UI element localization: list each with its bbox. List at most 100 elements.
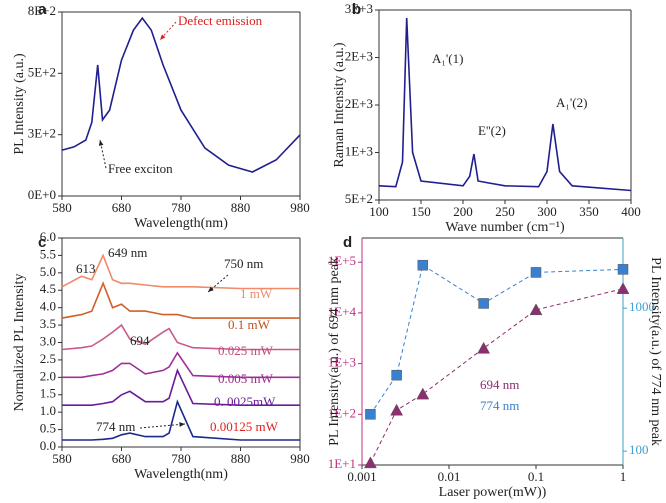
x-tick-label: 980: [290, 200, 310, 215]
x-tick-label: 580: [52, 451, 72, 466]
spectrum-line: [62, 399, 300, 441]
y-tick-label: 1E+3: [345, 143, 373, 158]
spectrum-line: [61, 281, 300, 319]
trend-line: [369, 288, 624, 464]
arrow-head: [208, 286, 214, 292]
annotation: 750 nm: [224, 256, 263, 271]
x-tick-label: 100: [369, 204, 389, 219]
series-label: 0.1 mW: [228, 317, 271, 332]
y-tick-label: 1E+3: [328, 355, 356, 370]
y-tick-label: 1.5: [40, 386, 56, 401]
x-tick-label: 250: [495, 204, 515, 219]
x-tick-label: 350: [579, 204, 599, 219]
y-tick-label: 1E+1: [328, 456, 356, 471]
x-tick-label: 880: [231, 451, 251, 466]
y-tick-label: 3.0: [40, 333, 56, 348]
series-label: 0.005 mW: [218, 371, 274, 386]
x-tick-label: 980: [290, 451, 310, 466]
series-label: 694 nm: [480, 377, 519, 392]
square-marker: [365, 409, 376, 420]
square-marker: [530, 267, 542, 278]
series-label: 774 nm: [480, 398, 519, 413]
y-tick-label: 1E+4: [328, 304, 357, 319]
annotation: 774 nm: [96, 419, 135, 434]
y-tick-label: 4.5: [40, 281, 56, 296]
x-axis-label: Wave number (cm⁻¹): [445, 220, 565, 235]
y-tick-label: 2E+3: [345, 96, 373, 111]
spectrum-line: [61, 253, 300, 290]
square-marker: [617, 264, 629, 275]
y-tick-label: 3E+2: [28, 126, 56, 141]
x-axis-label: Wavelength(nm): [134, 216, 228, 231]
y-tick-label: 2.0: [40, 368, 56, 383]
triangle-marker: [390, 403, 404, 416]
panel-label: a: [38, 1, 47, 18]
x-tick-label: 300: [537, 204, 557, 219]
y-tick-label: 1.0: [40, 403, 56, 418]
spectrum-line: [62, 368, 300, 406]
annotation: E''(2): [478, 123, 506, 138]
annotation-arrow: [139, 423, 186, 429]
x-tick-label: 400: [621, 204, 641, 219]
spectrum-line: [378, 17, 632, 192]
triangle-marker: [529, 303, 543, 316]
panel-label: c: [38, 234, 46, 251]
series-label: 0. 0025mW: [214, 394, 276, 409]
y-tick-label: 2.5: [40, 351, 56, 366]
y2-tick-label: 100: [629, 442, 649, 457]
y2-axis-label: PL Intensity(a.u.) of 774 nm peak: [648, 257, 663, 446]
y-tick-label: 6.0: [40, 229, 56, 244]
annotation: Defect emission: [178, 13, 263, 28]
annotation: 694: [130, 333, 150, 348]
y-axis-label: PL Intensity (a.u.): [12, 53, 27, 155]
x-axis-label: Wavelength(nm): [134, 467, 228, 482]
square-marker: [478, 298, 489, 309]
x-tick-label: 1: [620, 469, 627, 484]
annotation: A₁'(1): [432, 51, 463, 66]
x-tick-label: 0.01: [438, 469, 461, 484]
y-tick-label: 4.0: [40, 299, 56, 314]
series-label: 1 mW: [240, 286, 273, 301]
y-tick-label: 5E+2: [345, 191, 373, 206]
annotation: 613: [76, 261, 96, 276]
x-tick-label: 780: [171, 451, 191, 466]
y-tick-label: 5.5: [40, 246, 56, 261]
y-tick-label: 5.0: [40, 264, 56, 279]
x-axis-label: Laser power(mW)): [439, 485, 547, 500]
y-tick-label: 1E+5: [328, 253, 356, 268]
y-axis-label: PL Intensity(a.u.) of 694 nm peak: [327, 257, 342, 446]
x-tick-label: 780: [171, 200, 191, 215]
spectrum-line: [62, 351, 300, 379]
square-marker: [417, 259, 429, 271]
panel-label: b: [352, 1, 361, 18]
x-tick-label: 680: [112, 451, 132, 466]
y-tick-label: 2E+3: [345, 48, 373, 63]
x-tick-label: 0.1: [528, 469, 544, 484]
triangle-marker: [364, 456, 377, 469]
triangle-marker: [416, 387, 430, 400]
y-tick-label: 1E+2: [328, 405, 356, 420]
y-tick-label: 0.5: [40, 421, 56, 436]
y-axis-label: Normalized PL Intensity: [12, 274, 27, 412]
arrow-head: [179, 422, 185, 427]
triangle-marker: [477, 341, 491, 354]
series-label: 0.00125 mW: [210, 419, 279, 434]
x-tick-label: 0.001: [347, 469, 376, 484]
annotation: A₁'(2): [556, 95, 587, 110]
trend-line: [369, 264, 624, 415]
spectrum-line: [61, 323, 300, 351]
annotation-arrow: [99, 139, 107, 169]
y-tick-label: 3.5: [40, 316, 56, 331]
annotation: 649 nm: [108, 245, 147, 260]
arrow-head: [160, 34, 166, 40]
x-tick-label: 150: [411, 204, 431, 219]
square-marker: [391, 369, 402, 381]
x-tick-label: 580: [52, 200, 72, 215]
spectrum-line: [61, 16, 301, 173]
y-tick-label: 3E+3: [345, 1, 373, 16]
x-tick-label: 680: [112, 200, 132, 215]
x-tick-label: 200: [453, 204, 473, 219]
y-tick-label: 0E+0: [28, 187, 56, 202]
arrow-head: [98, 140, 104, 146]
